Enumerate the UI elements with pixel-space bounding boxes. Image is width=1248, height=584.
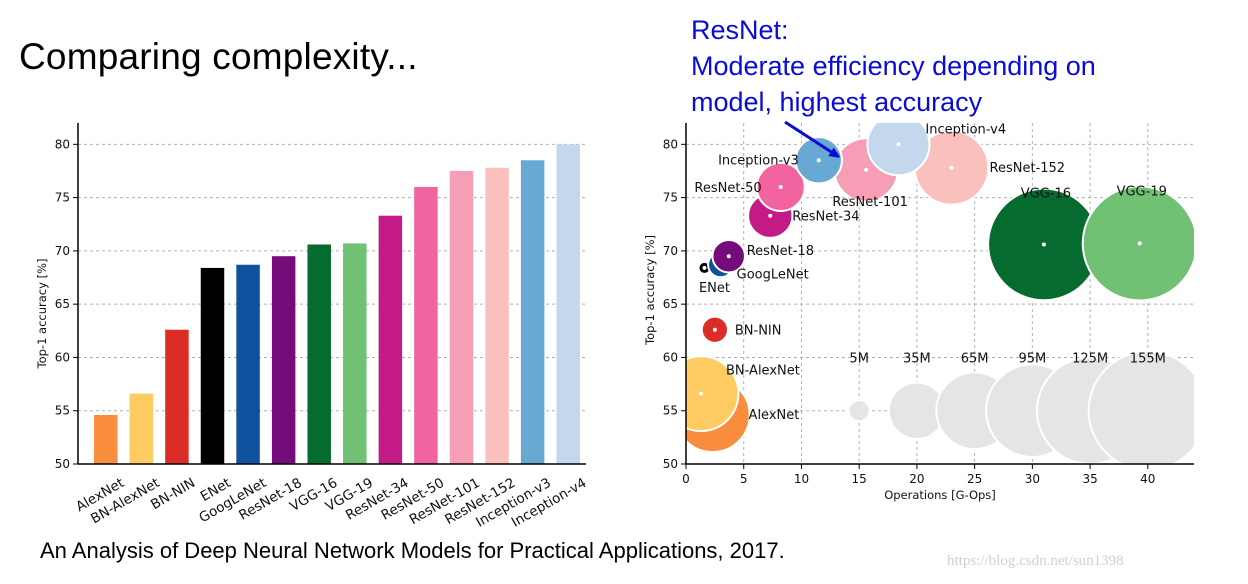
bar-vgg-19: [343, 243, 367, 464]
bar-googlenet: [236, 264, 260, 464]
bubble-bn-alexnet: [686, 355, 740, 433]
bubble-label: ENet: [699, 281, 730, 296]
size-legend-label: 5M: [849, 351, 869, 366]
bar-vgg-16: [307, 244, 331, 464]
size-legend-label: 125M: [1072, 351, 1108, 366]
bubble-label: VGG-19: [1117, 184, 1167, 199]
bubble-inception-v4: [866, 123, 931, 177]
y-tick-label: 70: [663, 244, 678, 258]
bar-resnet-34: [378, 215, 403, 464]
x-tick-label: 5: [740, 472, 748, 486]
bubble-chart: 50 55 60 65 70 75 80 0 5 10 15 20 25 30 35 40 5M 35M 65M 95…: [643, 122, 1194, 502]
x-tick-label: 40: [1140, 472, 1155, 486]
y-tick-label: 55: [663, 404, 678, 418]
bubble-center: [1137, 241, 1142, 246]
bubble-label: GoogLeNet: [737, 268, 809, 283]
bubble-center: [712, 327, 717, 332]
y-tick-label: 65: [55, 297, 70, 311]
bar-resnet-18: [271, 256, 296, 464]
bar-bn-nin: [165, 329, 189, 464]
size-legend-label: 65M: [961, 351, 989, 366]
y-tick-label: 75: [55, 191, 70, 205]
resnet-annotation: ResNet: Moderate efficiency depending on…: [691, 12, 1096, 120]
y-axis-label: Top-1 accuracy [%]: [643, 235, 657, 346]
y-tick-label: 60: [663, 350, 678, 364]
bubble-label: Inception-v4: [925, 122, 1006, 137]
bubble-center: [949, 165, 954, 170]
size-legend-bubble: [847, 399, 871, 423]
bar-alexnet: [94, 414, 118, 464]
bar-inception-v3: [520, 160, 545, 464]
bubble-center: [816, 158, 821, 163]
x-tick-label: 35: [1082, 472, 1097, 486]
y-tick-label: 80: [663, 137, 678, 151]
bubble-center: [864, 167, 869, 172]
annotation-line: model, highest accuracy: [691, 87, 983, 117]
watermark: https://blog.csdn.net/sun1398: [947, 553, 1124, 569]
annotation-line: ResNet:: [691, 15, 789, 45]
size-legend-label: 95M: [1018, 351, 1046, 366]
paper-citation: An Analysis of Deep Neural Network Model…: [40, 538, 785, 563]
bubble-label: BN-AlexNet: [726, 364, 800, 379]
annotation-arrow-icon: [784, 120, 836, 155]
y-tick-label: 75: [663, 191, 678, 205]
bar-bn-alexnet: [129, 393, 154, 464]
bubble-center: [726, 254, 731, 259]
bubble-center: [699, 391, 704, 396]
bar-resnet-152: [485, 167, 509, 464]
bubble-label: BN-NIN: [735, 324, 782, 339]
bubble-center: [896, 142, 901, 147]
bubble-label: ResNet-50: [694, 181, 761, 196]
bar-resnet-50: [414, 186, 438, 464]
y-tick-label: 60: [55, 350, 70, 364]
bar-resnet-101: [449, 170, 474, 464]
size-legend-label: 35M: [903, 351, 931, 366]
bubble-label: ResNet-101: [832, 195, 908, 210]
bubble-label: ResNet-18: [747, 244, 814, 259]
bubble-label: Inception-v3: [718, 153, 799, 168]
annotation-line: Moderate efficiency depending on: [691, 51, 1096, 81]
x-tick-label: 0: [682, 472, 690, 486]
bar-enet: [200, 267, 225, 464]
y-tick-label: 70: [55, 244, 70, 258]
y-tick-label: 50: [663, 457, 678, 471]
bubble-label: ResNet-34: [792, 210, 859, 225]
bubble-center: [768, 213, 773, 218]
y-tick-label: 55: [55, 404, 70, 418]
bar-inception-v4: [556, 144, 580, 464]
y-tick-label: 50: [55, 457, 70, 471]
x-tick-label: 25: [967, 472, 982, 486]
slide-title: Comparing complexity...: [19, 36, 418, 77]
y-axis-label: Top-1 accuracy [%]: [35, 259, 49, 370]
x-tick-label: 30: [1025, 472, 1040, 486]
size-legend-bubble: [1087, 350, 1194, 464]
x-tick-label: 15: [852, 472, 867, 486]
bubble-center: [702, 265, 707, 270]
bubble-label: VGG-16: [1021, 186, 1071, 201]
bubble-center: [1041, 242, 1046, 247]
bubble-center: [778, 184, 783, 189]
x-axis-label: Operations [G-Ops]: [884, 488, 996, 502]
bubble-label: AlexNet: [749, 408, 800, 423]
y-tick-label: 80: [55, 137, 70, 151]
x-tick-label: 20: [909, 472, 924, 486]
y-tick-label: 65: [663, 297, 678, 311]
bubble-plot-area: [686, 123, 1194, 464]
x-tick-label: 10: [794, 472, 809, 486]
bubble-label: ResNet-152: [990, 161, 1066, 176]
size-legend-label: 155M: [1130, 351, 1166, 366]
